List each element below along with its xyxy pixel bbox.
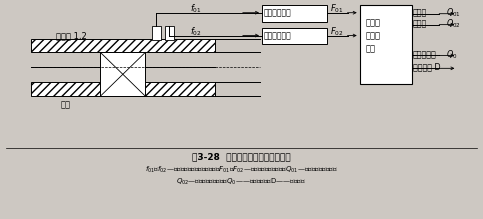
Text: 光电信号转换: 光电信号转换 — [264, 32, 292, 41]
Text: 反向流: 反向流 — [412, 19, 427, 28]
Bar — [30, 82, 215, 96]
Text: 流动方: 流动方 — [366, 18, 381, 27]
Text: 正向流: 正向流 — [412, 8, 427, 17]
Text: 流向状态 D: 流向状态 D — [412, 63, 440, 72]
Text: 图3-28  光纤传感器涡轮流量计原理: 图3-28 光纤传感器涡轮流量计原理 — [192, 152, 290, 161]
Text: $F_{02}$: $F_{02}$ — [330, 25, 343, 38]
Text: $f_{02}$: $f_{02}$ — [190, 25, 202, 38]
Text: $f_{01}$: $f_{01}$ — [190, 2, 202, 15]
Bar — [262, 5, 327, 22]
Text: $Q_{02}$—反向流量脉冲信号，$Q_0$——和流量信号，D——流向状态: $Q_{02}$—反向流量脉冲信号，$Q_0$——和流量信号，D——流向状态 — [176, 177, 306, 187]
Bar — [262, 28, 327, 44]
Bar — [30, 39, 215, 52]
Text: $Q_{02}$: $Q_{02}$ — [446, 17, 461, 30]
Text: $Q_{01}$: $Q_{01}$ — [446, 6, 461, 19]
Text: 涡轮: 涡轮 — [60, 101, 71, 110]
Text: 电路: 电路 — [366, 44, 376, 53]
Text: $f_{01}$和$f_{02}$—传感器输出的交流频率信号，$F_{01}$和$F_{02}$—调制光输出频率信号，$Q_{01}$—正向流量脉冲信号，: $f_{01}$和$f_{02}$—传感器输出的交流频率信号，$F_{01}$和… — [144, 164, 338, 175]
Bar — [152, 26, 161, 39]
Text: $F_{01}$: $F_{01}$ — [330, 2, 343, 15]
Text: 和流量信号: 和流量信号 — [412, 50, 436, 59]
Text: 向检测: 向检测 — [366, 31, 381, 40]
Text: 光电信号转换: 光电信号转换 — [264, 9, 292, 18]
Bar — [360, 5, 412, 84]
Text: 传感器 1,2: 传感器 1,2 — [56, 31, 86, 40]
Bar — [100, 52, 145, 96]
Bar — [165, 26, 174, 39]
Text: $Q_0$: $Q_0$ — [446, 48, 458, 61]
